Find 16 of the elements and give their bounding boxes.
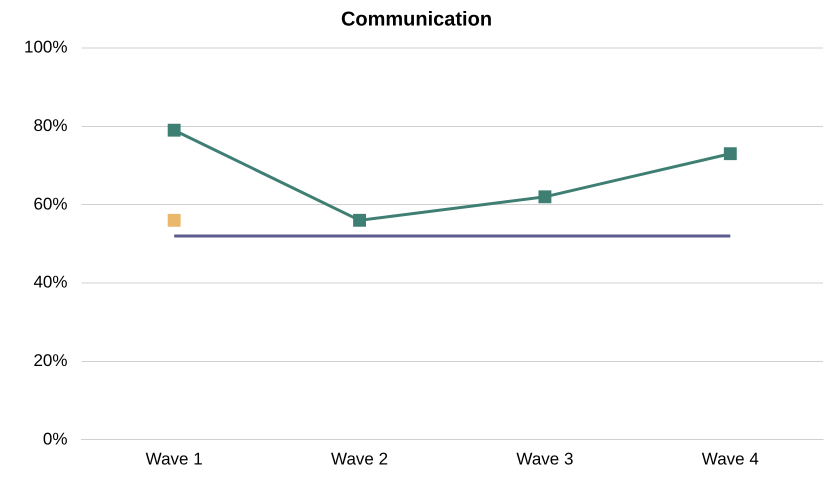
y-tick-label: 0%: [42, 429, 68, 448]
y-tick-label: 100%: [24, 38, 68, 57]
chart-title: Communication: [340, 8, 492, 31]
point: [724, 147, 737, 160]
x-tick-label: Wave 4: [702, 449, 759, 468]
point: [538, 190, 552, 204]
y-tick-label: 20%: [33, 350, 68, 370]
x-tick-label: Wave 3: [516, 449, 574, 468]
y-tick-label: 40%: [33, 272, 68, 292]
y-tick-label: 80%: [33, 116, 68, 136]
point: [353, 214, 366, 227]
point: [168, 214, 181, 227]
x-tick-label: Wave 2: [331, 449, 388, 468]
point: [168, 124, 181, 137]
x-tick-label: Wave 1: [146, 449, 203, 468]
y-tick-label: 60%: [33, 194, 68, 214]
